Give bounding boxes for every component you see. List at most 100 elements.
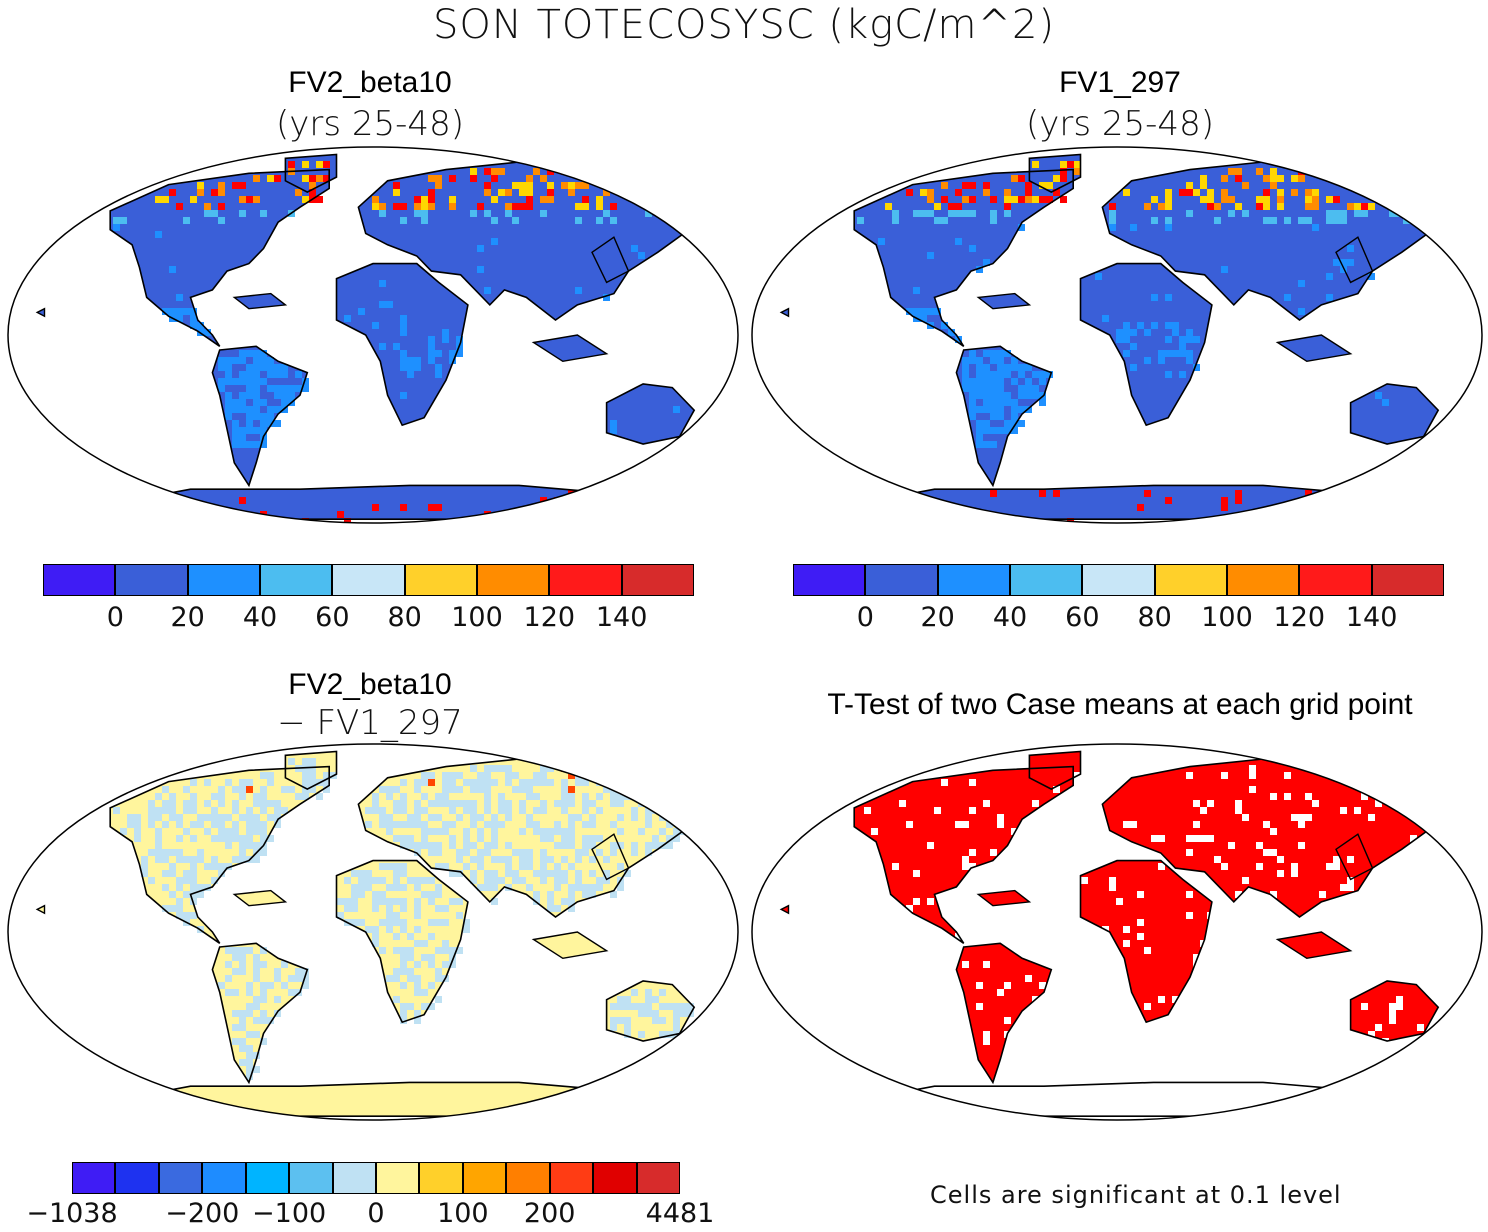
world-map-panel-2 xyxy=(751,146,1483,524)
landmass-africa xyxy=(336,263,468,426)
landmass-north-america xyxy=(854,766,1074,944)
colorbar-tick-label: 0 xyxy=(367,1198,385,1229)
coastline-antarctica xyxy=(107,1081,639,1117)
colorbar-swatch xyxy=(332,564,405,596)
landmass-antarctica xyxy=(110,485,636,520)
colorbar-tick-label: 200 xyxy=(523,1198,576,1229)
coastline-north-america xyxy=(853,168,1074,347)
colorbar-swatch xyxy=(462,1162,507,1194)
colorbar-panel-2 xyxy=(793,564,1444,598)
map-border xyxy=(7,743,739,1121)
landmass-eurasia xyxy=(1102,162,1453,320)
coastline-greenland xyxy=(284,750,338,790)
colorbar-swatch xyxy=(289,1162,333,1194)
landmass-africa xyxy=(1080,263,1212,426)
coastline-africa xyxy=(1079,859,1213,1024)
colorbar-swatch xyxy=(477,564,550,596)
coastline-greenland xyxy=(284,153,338,193)
panel-1-title: FV2_beta10 xyxy=(288,66,452,99)
colorbar-tick-label: 100 xyxy=(451,602,503,633)
landmass-island-2 xyxy=(978,890,1030,906)
landmass-north-america xyxy=(854,169,1074,347)
panel-3-title: FV2_beta10 xyxy=(288,668,452,701)
world-map-panel-4 xyxy=(751,743,1483,1121)
colorbar-panel-1-labels: 0 20 40 60 80 100 120 140 xyxy=(43,602,694,636)
panel-4-title: T-Test of two Case means at each grid po… xyxy=(827,688,1413,721)
landmass-island-2 xyxy=(978,293,1030,309)
colorbar-tick-label: 140 xyxy=(595,602,648,633)
coastline-australia xyxy=(1349,383,1440,445)
panel-2-subtitle: (yrs 25-48) xyxy=(1026,104,1214,144)
colorbar-swatch xyxy=(636,1162,680,1194)
colorbar-tick-label: −100 xyxy=(252,1198,327,1229)
landmass-island-0 xyxy=(1277,932,1351,959)
colorbar-swatch xyxy=(1371,564,1444,596)
map-border xyxy=(751,743,1483,1121)
colorbar-swatch xyxy=(245,1162,290,1194)
colorbar-panel-3-labels: −1038 −200 −100 0 100 200 4481 xyxy=(26,1198,714,1232)
colorbar-panel-3 xyxy=(72,1162,680,1196)
colorbar-swatch xyxy=(1010,564,1083,596)
colorbar-swatch xyxy=(115,564,188,596)
landmass-island-2 xyxy=(234,293,286,309)
landmass-island-3 xyxy=(781,905,789,914)
colorbar-swatch xyxy=(1299,564,1372,596)
landmass-australia xyxy=(1350,383,1439,444)
colorbar-swatch xyxy=(506,1162,550,1194)
colorbar-swatch xyxy=(404,564,477,596)
coastline-north-america xyxy=(109,168,331,347)
colorbar-tick-label: 80 xyxy=(1137,602,1172,633)
colorbar-swatch xyxy=(937,564,1010,596)
landmass-island-0 xyxy=(533,335,607,362)
coastline-africa xyxy=(335,859,469,1024)
landmass-antarctica xyxy=(854,485,1380,520)
colorbar-swatch xyxy=(549,564,622,596)
landmass-island-3 xyxy=(37,905,45,914)
landmass-island-3 xyxy=(37,308,45,317)
significance-footnote: Cells are significant at 0.1 level xyxy=(930,1181,1342,1209)
colorbar-tick-label: 20 xyxy=(170,602,205,633)
colorbar-swatch xyxy=(187,564,260,596)
map-border xyxy=(751,146,1483,524)
colorbar-swatch xyxy=(376,1162,420,1194)
landmass-island-0 xyxy=(1277,335,1351,362)
figure-title: SON TOTECOSYSC (kgC/m^2) xyxy=(432,2,1056,48)
colorbar-swatch xyxy=(43,564,116,596)
colorbar-swatch xyxy=(621,564,694,596)
grid-cells xyxy=(113,758,708,1080)
colorbar-swatch xyxy=(115,1162,159,1194)
colorbar-tick-label: 100 xyxy=(437,1198,489,1229)
coastline-africa xyxy=(1079,262,1213,427)
coastline-antarctica xyxy=(107,484,639,521)
colorbar-tick-label: 140 xyxy=(1345,602,1398,633)
colorbar-tick-label: 0 xyxy=(106,602,124,633)
colorbar-swatch xyxy=(332,1162,376,1194)
colorbar-tick-label: 120 xyxy=(1273,602,1326,633)
landmass-greenland xyxy=(1029,751,1081,790)
colorbar-tick-label: 40 xyxy=(992,602,1028,633)
colorbar-swatch xyxy=(1227,564,1300,596)
colorbar-tick-label: 40 xyxy=(242,602,278,633)
colorbar-swatch xyxy=(202,1162,246,1194)
landmass-island-0 xyxy=(533,932,607,959)
coastline-africa xyxy=(335,262,469,427)
colorbar-tick-label: 60 xyxy=(1065,602,1100,633)
landmass-eurasia xyxy=(358,162,709,320)
colorbar-tick-label: −200 xyxy=(165,1198,240,1229)
landmass-north-america xyxy=(110,169,330,347)
panel-3-subtitle: − FV1_297 xyxy=(277,703,463,743)
landmass-antarctica xyxy=(110,1082,636,1117)
colorbar-swatch xyxy=(1082,564,1155,596)
coastline-australia xyxy=(605,383,696,445)
panel-2-title: FV1_297 xyxy=(1059,66,1181,99)
colorbar-tick-label: 60 xyxy=(315,602,350,633)
colorbar-swatch xyxy=(158,1162,203,1194)
landmass-island-3 xyxy=(781,308,789,317)
colorbar-swatch xyxy=(72,1162,116,1194)
coastline-australia xyxy=(1349,980,1440,1042)
coastline-north-america xyxy=(109,765,331,944)
coastline-australia xyxy=(605,980,696,1042)
colorbar-tick-label: 0 xyxy=(856,602,874,633)
world-map-panel-3 xyxy=(7,743,739,1121)
